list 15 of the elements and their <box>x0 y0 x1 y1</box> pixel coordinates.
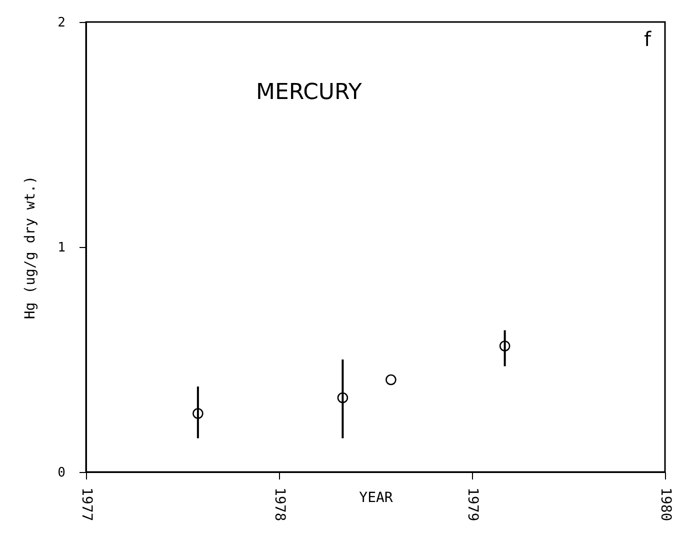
point <box>499 340 510 352</box>
point <box>386 374 396 386</box>
annotation: MERCURY <box>256 80 362 105</box>
x-tick-label: 1978 <box>272 488 288 522</box>
point <box>192 408 204 419</box>
x-tick-label: 1979 <box>464 488 480 522</box>
x-tick-label: 1977 <box>78 488 94 522</box>
y-axis-title: Hg (ug/g dry wt.) <box>22 176 39 320</box>
y-tick-label: 1 <box>58 240 66 256</box>
point <box>337 392 348 404</box>
x-axis-title: YEAR <box>359 490 394 506</box>
y-tick-label: 2 <box>58 16 66 30</box>
x-tick-label: 1980 <box>658 488 674 522</box>
y-tick-label: 0 <box>58 466 66 480</box>
annotation: f <box>644 27 652 51</box>
